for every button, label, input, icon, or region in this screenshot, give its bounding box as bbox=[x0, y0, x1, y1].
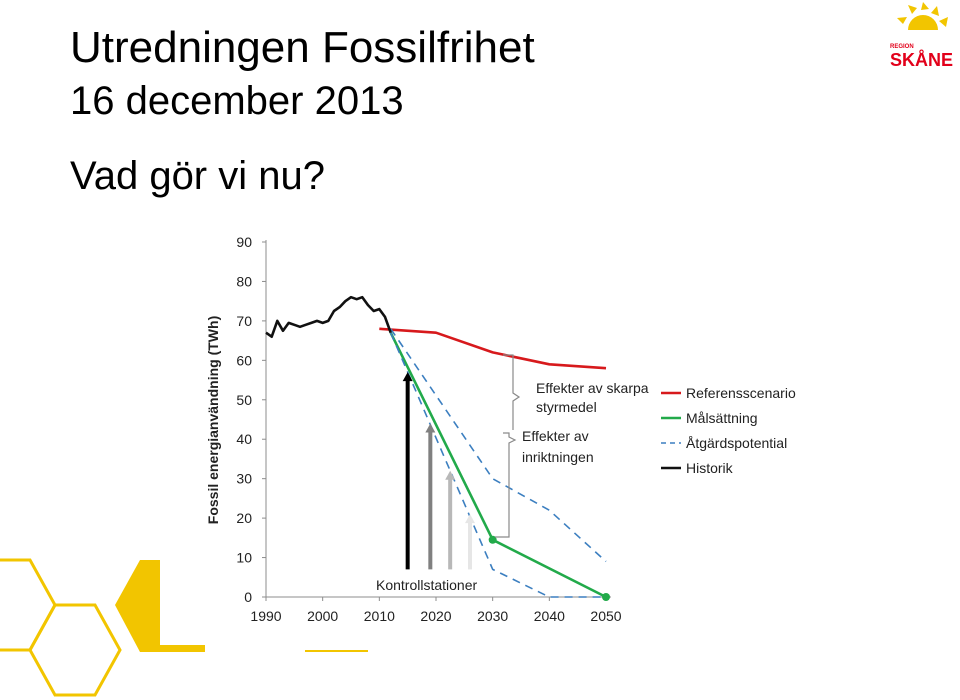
legend-label: Historik bbox=[686, 460, 734, 476]
series-line-historik bbox=[265, 295, 392, 338]
x-tick-label: 2040 bbox=[534, 608, 565, 624]
annotation-kontrollstationer: Kontrollstationer bbox=[376, 577, 478, 593]
bracket-lower bbox=[495, 432, 517, 538]
x-tick-label: 2030 bbox=[477, 608, 508, 624]
x-tick-label: 2050 bbox=[590, 608, 621, 624]
slide-date: 16 december 2013 bbox=[70, 79, 404, 123]
y-tick-label: 0 bbox=[244, 589, 252, 605]
annotation-lower-1: Effekter av bbox=[522, 428, 589, 444]
region-skane-logo: REGION SKÅNE bbox=[890, 2, 953, 70]
legend-label: Målsättning bbox=[686, 410, 758, 426]
annotation-upper-2: styrmedel bbox=[536, 399, 597, 415]
annotation-upper-1: Effekter av skarpa bbox=[536, 380, 649, 396]
chart-series-layer bbox=[265, 295, 610, 601]
y-tick-label: 20 bbox=[236, 510, 252, 526]
bracket-upper bbox=[503, 354, 521, 430]
series-line--tg-rdspotential bbox=[390, 328, 607, 563]
legend-label: Referensscenario bbox=[686, 385, 796, 401]
y-tick-label: 10 bbox=[236, 550, 252, 566]
chart-legend: Referensscenario Målsättning Åtgärdspotent… bbox=[661, 385, 796, 476]
legend-label: Åtgärdspotential bbox=[686, 435, 787, 451]
logo-name: SKÅNE bbox=[890, 50, 953, 70]
x-tick-label: 2020 bbox=[420, 608, 451, 624]
x-tick-label: 2000 bbox=[307, 608, 338, 624]
y-tick-label: 30 bbox=[236, 471, 252, 487]
series-point bbox=[602, 593, 610, 601]
y-tick-label: 90 bbox=[236, 234, 252, 250]
x-tick-label: 2010 bbox=[364, 608, 395, 624]
series-point bbox=[488, 535, 497, 544]
annotation-lower-2: inriktningen bbox=[522, 449, 594, 465]
checkpoint-arrow-head bbox=[425, 423, 436, 433]
checkpoint-arrows bbox=[402, 372, 475, 570]
decorative-hexagons bbox=[0, 558, 368, 697]
logo-small-text: REGION bbox=[890, 44, 914, 50]
y-tick-label: 60 bbox=[236, 352, 252, 368]
logo-sun-icon bbox=[897, 2, 948, 30]
y-axis-label: Fossil energianvändning (TWh) bbox=[205, 316, 221, 524]
series-line-referensscenario bbox=[379, 327, 607, 370]
checkpoint-arrow-head bbox=[445, 470, 456, 480]
y-tick-label: 70 bbox=[236, 313, 252, 329]
x-tick-label: 1990 bbox=[250, 608, 281, 624]
y-tick-label: 80 bbox=[236, 273, 252, 289]
series-line--tg-rdspotential bbox=[389, 332, 606, 598]
slide-title: Utredningen Fossilfrihet bbox=[70, 23, 535, 72]
checkpoint-arrow-head bbox=[402, 372, 413, 382]
checkpoint-arrow-head bbox=[465, 514, 475, 524]
y-tick-label: 40 bbox=[236, 431, 252, 447]
slide-subtitle: Vad gör vi nu? bbox=[70, 154, 325, 198]
effect-brackets: Effekter av skarpa styrmedel Effekter av… bbox=[376, 354, 649, 593]
y-tick-label: 50 bbox=[236, 392, 252, 408]
